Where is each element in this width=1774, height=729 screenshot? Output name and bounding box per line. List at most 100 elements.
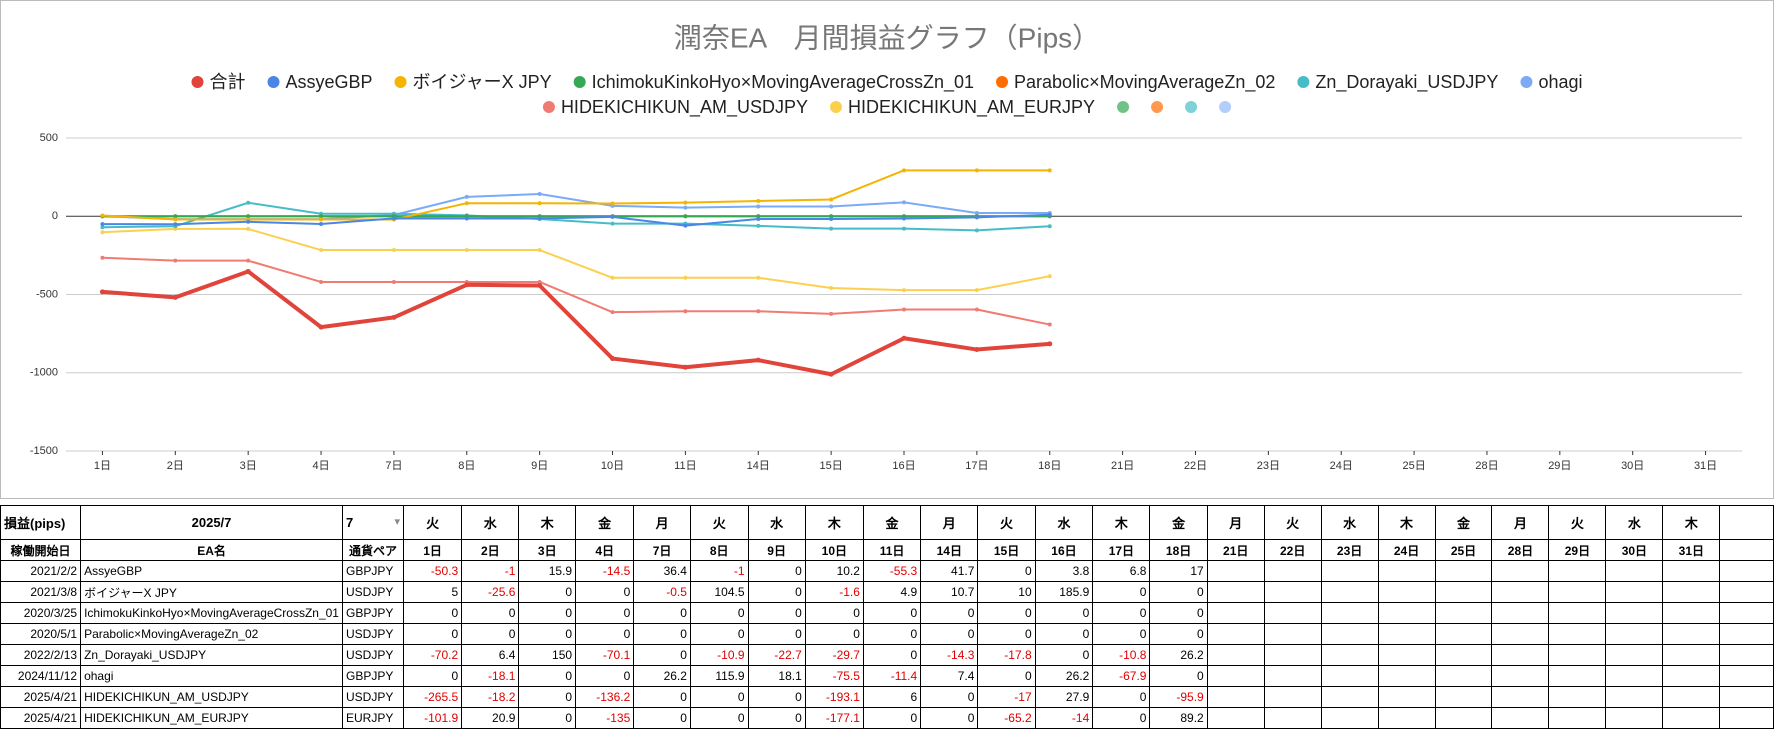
month-select[interactable]: 7 ▾ <box>341 505 405 540</box>
y-tick-label: -500 <box>36 288 58 300</box>
series-point <box>100 225 105 230</box>
x-tick-label: 21日 <box>1111 460 1134 472</box>
day-header: 3日 <box>518 539 577 561</box>
empty-cell <box>1491 686 1550 708</box>
series-point <box>756 223 761 228</box>
series-point <box>829 311 834 316</box>
column-header: EA名 <box>80 539 343 561</box>
empty-cell <box>1377 707 1436 729</box>
empty-cell <box>1434 560 1493 582</box>
series-point <box>173 222 178 227</box>
pips-cell: -14.3 <box>920 644 979 666</box>
empty-cell <box>1719 665 1774 687</box>
ea-name: AssyeGBP <box>80 560 343 582</box>
legend-label: AssyeGBP <box>286 72 373 92</box>
series-point <box>537 201 542 206</box>
series-point <box>173 217 178 222</box>
empty-cell <box>1605 707 1664 729</box>
day-header: 29日 <box>1548 539 1607 561</box>
empty-cell <box>1377 623 1436 645</box>
empty-cell <box>1719 602 1774 624</box>
series-point <box>246 226 251 231</box>
day-header: 11日 <box>862 539 922 561</box>
legend-swatch <box>1297 76 1310 88</box>
pips-cell: 0 <box>575 602 635 624</box>
pips-cell: 0 <box>575 581 635 603</box>
weekday: 水 <box>1034 505 1094 540</box>
pips-cell: 26.2 <box>633 665 691 687</box>
pair: USDJPY <box>341 623 405 645</box>
series-point <box>756 199 761 204</box>
pips-cell: 0 <box>1092 623 1151 645</box>
x-tick-label: 18日 <box>1038 460 1061 472</box>
series-point <box>173 214 178 219</box>
empty-cell <box>1434 623 1493 645</box>
day-header: 9日 <box>747 539 806 561</box>
pair: USDJPY <box>341 686 405 708</box>
legend-label: ohagi <box>1538 72 1582 92</box>
pips-cell: 26.2 <box>1034 665 1094 687</box>
pips-cell: 0 <box>689 623 749 645</box>
series-point <box>755 357 761 363</box>
ea-name: HIDEKICHIKUN_AM_EURJPY <box>80 707 343 729</box>
series-point <box>829 285 834 290</box>
empty-cell <box>1605 644 1664 666</box>
pips-cell: -18.2 <box>461 686 520 708</box>
pips-cell: 6 <box>862 686 922 708</box>
pips-cell: -135 <box>575 707 635 729</box>
empty-cell <box>1719 539 1774 561</box>
pair: GBPJPY <box>341 665 405 687</box>
series-point <box>464 194 469 199</box>
weekday: 金 <box>1434 505 1493 540</box>
empty-cell <box>1605 665 1664 687</box>
pips-cell: 0 <box>518 602 577 624</box>
empty-cell <box>1263 560 1322 582</box>
pips-cell: -1 <box>461 560 520 582</box>
legend-label: 合計 <box>210 72 246 92</box>
series-point <box>828 371 834 377</box>
series-point <box>100 213 105 218</box>
day-header: 22日 <box>1263 539 1322 561</box>
series-point <box>464 216 469 221</box>
empty-cell <box>1206 602 1265 624</box>
x-tick-label: 29日 <box>1548 460 1571 472</box>
data-row: 2021/3/8 ボイジャーX JPY USDJPY 5 -25.6 0 0 -0.5 104.… <box>0 581 1774 603</box>
dropdown-arrow[interactable]: ▾ <box>394 516 400 528</box>
day-header: 16日 <box>1034 539 1094 561</box>
empty-cell <box>1206 560 1265 582</box>
chart-title: 潤奈EA 月間損益グラフ（Pips） <box>674 22 1100 53</box>
pips-cell: 0 <box>689 707 749 729</box>
start-date: 2021/3/8 <box>0 581 82 603</box>
pips-cell: 0 <box>1149 623 1208 645</box>
empty-cell <box>1662 581 1721 603</box>
series-point <box>829 214 834 219</box>
empty-cell <box>1719 707 1774 729</box>
pips-cell: 20.9 <box>461 707 520 729</box>
pips-cell: 7.4 <box>920 665 979 687</box>
pips-cell: 0 <box>402 602 463 624</box>
pips-cell: -70.2 <box>402 644 463 666</box>
day-header: 21日 <box>1206 539 1265 561</box>
pair: USDJPY <box>341 581 405 603</box>
empty-cell <box>1548 707 1607 729</box>
pair: GBPJPY <box>341 560 405 582</box>
weekday: 水 <box>747 505 806 540</box>
pips-cell: -55.3 <box>862 560 922 582</box>
series-line <box>102 169 1050 221</box>
data-row: 2025/4/21 HIDEKICHIKUN_AM_EURJPY EURJPY -10… <box>0 707 1774 729</box>
day-header: 8日 <box>689 539 749 561</box>
legend-swatch <box>1151 101 1164 113</box>
empty-cell <box>1206 644 1265 666</box>
series-line <box>102 213 1050 227</box>
day-header: 23日 <box>1320 539 1379 561</box>
empty-cell <box>1719 686 1774 708</box>
weekday: 水 <box>461 505 520 540</box>
pips-cell: 115.9 <box>689 665 749 687</box>
legend-item: IchimokuKinkoHyo×MovingAverageCrossZn_01 <box>573 72 974 93</box>
legend-swatch <box>267 76 280 88</box>
series-point <box>100 230 105 235</box>
legend-item: 合計 <box>191 72 246 92</box>
data-table: 損益(pips) 2025/7 7 ▾ 火水木金月火水木金月火水木金月火水木金月火水木稼… <box>0 505 1774 729</box>
x-tick-label: 4日 <box>312 460 329 472</box>
empty-cell <box>1320 560 1379 582</box>
